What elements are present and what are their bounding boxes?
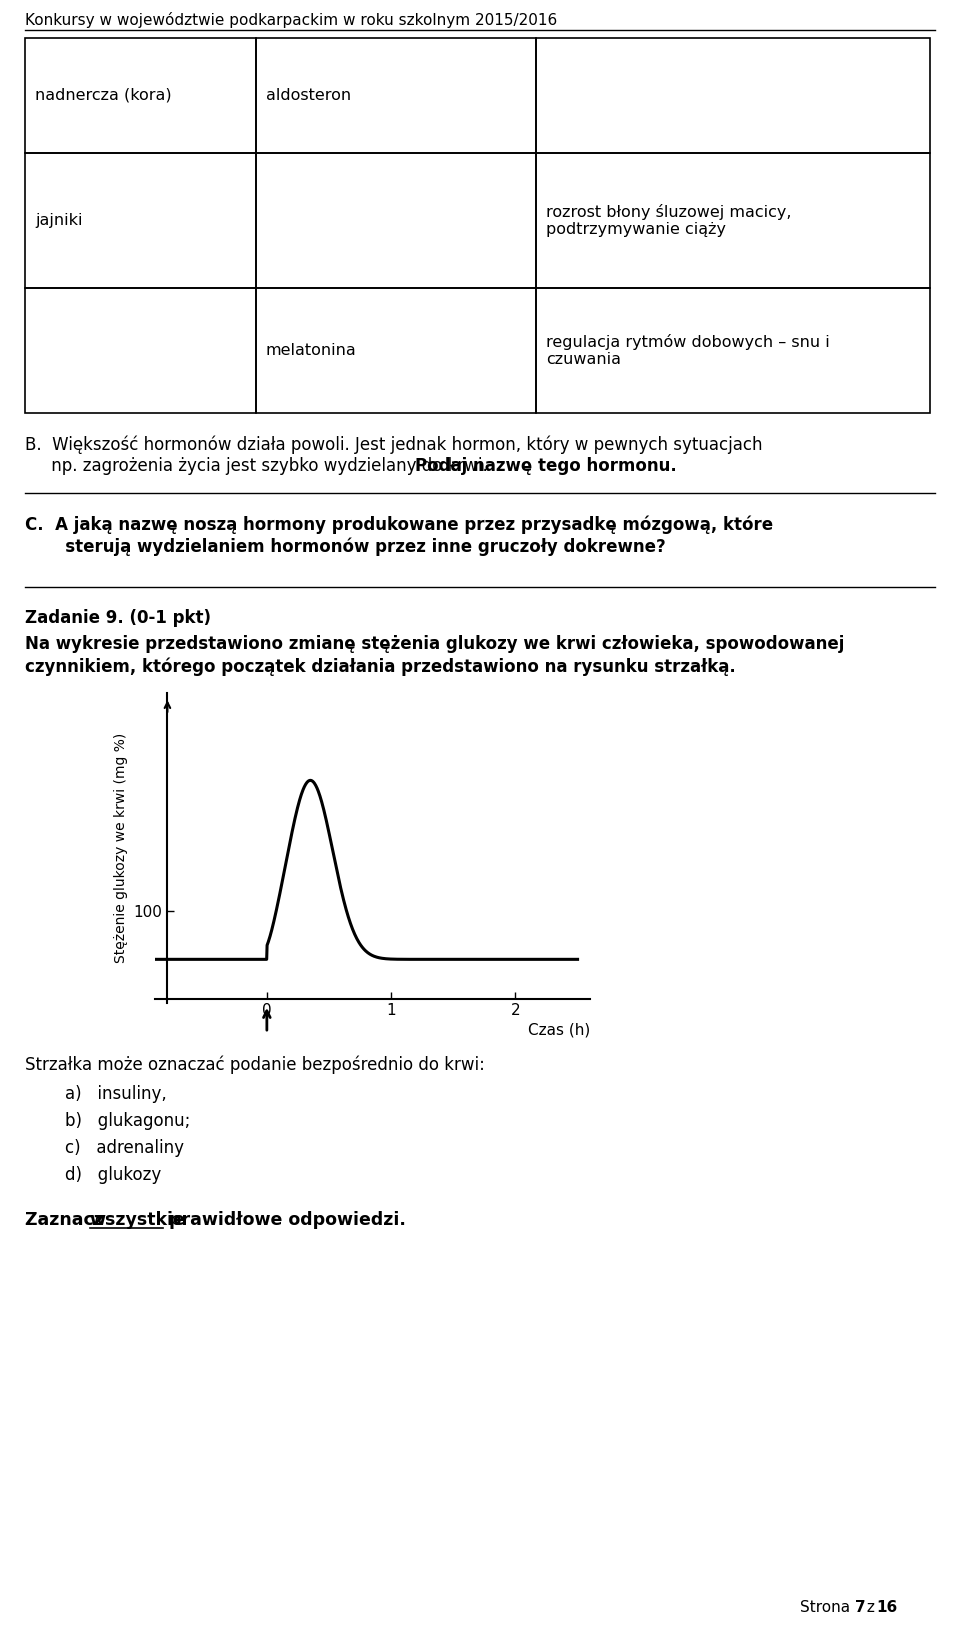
Bar [25,37,255,153]
Text: Strzałka może oznaczać podanie bezpośrednio do krwi:: Strzałka może oznaczać podanie bezpośred… [25,1055,485,1074]
Bar [25,153,255,288]
Text: c)   adrenaliny: c) adrenaliny [65,1139,184,1157]
Bar [537,37,930,153]
Text: a)   insuliny,: a) insuliny, [65,1086,167,1103]
Text: Podaj nazwę tego hormonu.: Podaj nazwę tego hormonu. [415,457,677,474]
Text: 7: 7 [855,1601,866,1615]
Text: sterują wydzielaniem hormonów przez inne gruczoły dokrewne?: sterują wydzielaniem hormonów przez inne… [25,536,665,556]
Text: prawidłowe odpowiedzi.: prawidłowe odpowiedzi. [162,1211,405,1228]
Text: np. zagrożenia życia jest szybko wydzielany do krwi.: np. zagrożenia życia jest szybko wydziel… [25,457,493,474]
Text: B.  Większość hormonów działa powoli. Jest jednak hormon, który w pewnych sytuac: B. Większość hormonów działa powoli. Jes… [25,436,762,453]
Bar [255,153,537,288]
Text: z: z [862,1601,879,1615]
Text: jajniki: jajniki [35,213,83,228]
Text: Strona: Strona [800,1601,855,1615]
Text: 16: 16 [876,1601,898,1615]
Text: czynnikiem, którego początek działania przedstawiono na rysunku strzałką.: czynnikiem, którego początek działania p… [25,656,735,676]
Text: Konkursy w województwie podkarpackim w roku szkolnym 2015/2016: Konkursy w województwie podkarpackim w r… [25,11,557,28]
Text: aldosteron: aldosteron [266,88,351,102]
Text: regulacja rytmów dobowych – snu i
czuwania: regulacja rytmów dobowych – snu i czuwan… [546,333,830,367]
Bar [255,288,537,413]
Text: C.  A jaką nazwę noszą hormony produkowane przez przysadkę mózgową, które: C. A jaką nazwę noszą hormony produkowan… [25,515,773,533]
Text: b)   glukagonu;: b) glukagonu; [65,1112,190,1129]
Text: wszystkie: wszystkie [90,1211,185,1228]
Text: melatonina: melatonina [266,343,356,358]
Text: d)   glukozy: d) glukozy [65,1167,161,1185]
Y-axis label: Stężenie glukozy we krwi (mg %): Stężenie glukozy we krwi (mg %) [114,733,128,964]
Bar [537,288,930,413]
Bar [255,37,537,153]
Text: Zaznacz: Zaznacz [25,1211,109,1228]
Bar [537,153,930,288]
Bar [25,288,255,413]
Text: Na wykresie przedstawiono zmianę stężenia glukozy we krwi człowieka, spowodowane: Na wykresie przedstawiono zmianę stężeni… [25,635,845,653]
Text: nadnercza (kora): nadnercza (kora) [35,88,172,102]
Text: Zadanie 9. (0-1 pkt): Zadanie 9. (0-1 pkt) [25,609,211,627]
X-axis label: Czas (h): Czas (h) [528,1022,590,1038]
Text: rozrost błony śluzowej macicy,
podtrzymywanie ciąży: rozrost błony śluzowej macicy, podtrzymy… [546,203,792,237]
